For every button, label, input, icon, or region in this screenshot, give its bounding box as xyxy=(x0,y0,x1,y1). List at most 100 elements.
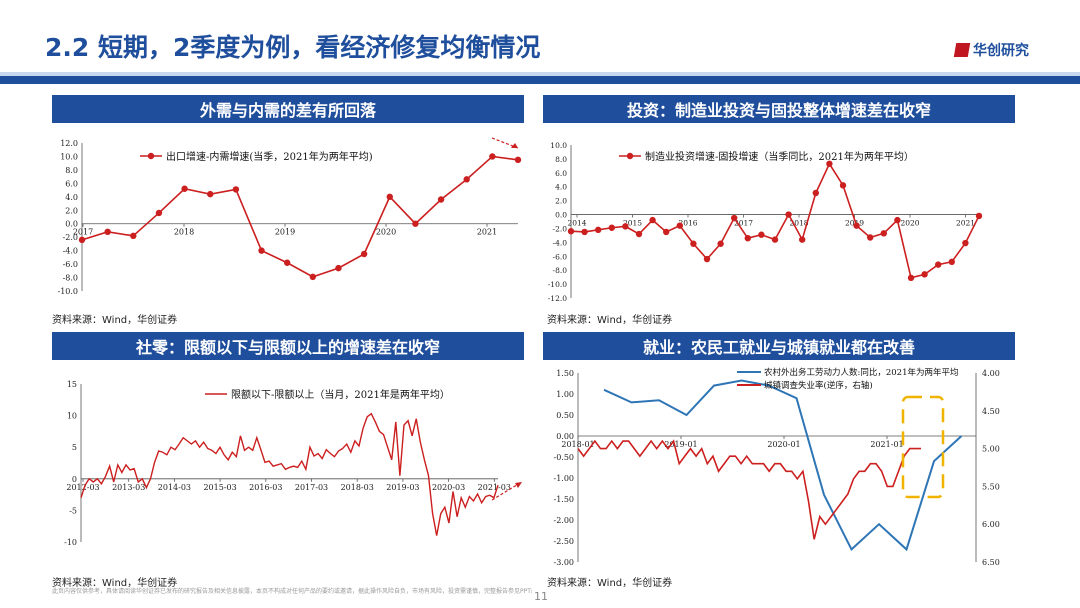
data-point xyxy=(812,189,819,197)
y-tick-label-left: 1.50 xyxy=(556,369,574,378)
data-point xyxy=(676,222,683,229)
data-point xyxy=(309,273,317,281)
y-tick-label: 2.0 xyxy=(555,197,567,206)
y-tick-label: 10 xyxy=(67,412,77,421)
x-tick-label: 2019 xyxy=(845,219,864,228)
trend-arrow xyxy=(491,482,521,501)
y-tick-label-left: -1.50 xyxy=(553,495,574,504)
legend-label: 限额以下-限额以上（当月，2021年是两年平均） xyxy=(231,388,450,401)
y-tick-label-left: -0.50 xyxy=(553,453,574,462)
data-point xyxy=(703,255,711,263)
x-tick-label: 2017 xyxy=(734,219,753,228)
x-tick-label: 2014-03 xyxy=(158,483,191,492)
y-tick-label: -10 xyxy=(64,538,77,547)
data-point xyxy=(948,258,955,266)
y-tick-label: -10.0 xyxy=(548,280,567,289)
x-tick-label: 2021 xyxy=(477,228,497,237)
source-2: 资料来源：Wind，华创证券 xyxy=(547,315,673,326)
y-tick-label: 10.0 xyxy=(60,152,78,161)
chart-3: 15 10 5 0 -5 -10 2012-03 2013-03 2014-03 2015-03 2… xyxy=(64,380,522,547)
chart-2: 10.0 8.0 6.0 4.0 2.0 0.0 -2.0 -4.0 -6.0 -8.0 -10.0… xyxy=(548,141,983,303)
logo-icon xyxy=(953,43,971,57)
y-tick-label: -4.0 xyxy=(63,247,78,256)
y-tick-label-right: 6.00 xyxy=(982,520,1000,529)
chart-1: 12.0 10.0 8.0 6.0 4.0 2.0 0.0 -2.0 -4.0 -6.0 -8.0 -… xyxy=(57,137,522,296)
data-point xyxy=(921,271,928,278)
y-tick-label: 0.0 xyxy=(65,220,78,229)
data-point xyxy=(608,224,615,231)
data-point xyxy=(717,240,724,247)
data-point xyxy=(758,231,765,238)
y-tick-label: 8.0 xyxy=(555,155,567,164)
legend-label: 出口增速-内需增速(当季，2021年为两年平均) xyxy=(166,150,373,163)
y-tick-label: 12.0 xyxy=(60,139,78,148)
data-point xyxy=(894,216,901,224)
data-point xyxy=(181,185,188,192)
header-bar xyxy=(0,76,1080,84)
y-tick-label-right: 4.50 xyxy=(982,407,1000,416)
y-tick-label: 4.0 xyxy=(65,193,78,202)
data-point xyxy=(595,226,602,234)
data-point xyxy=(907,274,915,282)
data-point xyxy=(962,239,969,247)
header-accent-line xyxy=(0,72,1080,76)
data-point xyxy=(207,190,214,198)
data-point xyxy=(622,223,629,230)
data-point xyxy=(437,196,445,203)
series-line-migrant xyxy=(603,379,963,552)
x-tick-label: 2015 xyxy=(623,219,642,228)
data-point xyxy=(232,186,240,193)
data-point xyxy=(258,247,265,254)
legend-marker xyxy=(147,152,155,160)
data-point xyxy=(581,228,588,236)
panel-3-title: 社零：限额以下与限额以上的增速差在收窄 xyxy=(52,332,524,360)
x-tick-label: 2018 xyxy=(789,219,808,228)
y-tick-label: -12.0 xyxy=(548,294,567,303)
x-tick-label: 2021-01 xyxy=(870,440,903,449)
series-line-unemployment xyxy=(577,439,921,540)
y-tick-label: -2.0 xyxy=(553,224,568,233)
legend-label: 制造业投资增速-固投增速（当季同比，2021年为两年平均） xyxy=(645,150,914,163)
data-point xyxy=(78,236,86,244)
panel-4-title: 就业：农民工就业与城镇就业都在改善 xyxy=(543,332,1015,360)
y-tick-label: 6.0 xyxy=(65,179,78,188)
data-point xyxy=(744,234,751,242)
logo-text: 华创研究 xyxy=(973,43,1029,59)
x-tick-label: 2016 xyxy=(678,219,697,228)
y-tick-label: -4.0 xyxy=(553,238,568,247)
data-point xyxy=(935,261,942,268)
x-tick-label: 2019 xyxy=(275,228,295,237)
data-point xyxy=(130,232,137,240)
x-tick-label: 2019-01 xyxy=(664,440,697,449)
y-tick-label: 15 xyxy=(67,380,77,389)
y-tick-label: -6.0 xyxy=(553,252,568,261)
trend-arrow-head xyxy=(511,143,518,148)
legend-label-migrant: 农村外出务工劳动力人数:同比，2021年为两年平均 xyxy=(764,367,959,378)
data-point xyxy=(104,228,111,235)
x-tick-label: 2020-01 xyxy=(767,440,800,449)
x-tick-label: 2012-03 xyxy=(66,483,99,492)
y-tick-label: 6.0 xyxy=(555,169,567,178)
x-tick-label: 2016-03 xyxy=(249,483,282,492)
page-title: 2.2 短期，2季度为例，看经济修复均衡情况 xyxy=(45,33,541,62)
chart-4: 1.50 1.00 0.50 0.00 -0.50 -1.00 -1.50 -2.00 -2.5… xyxy=(553,367,1000,567)
panel-1-title: 外需与内需的差有所回落 xyxy=(52,95,524,123)
x-tick-label: 2020-03 xyxy=(432,483,465,492)
data-point xyxy=(567,228,575,235)
y-tick-label: -10.0 xyxy=(57,287,78,296)
source-1: 资料来源：Wind，华创证券 xyxy=(52,315,178,326)
x-tick-label: 2019-03 xyxy=(386,483,419,492)
legend-label-unemployment: 城镇调查失业率(逆序，右轴) xyxy=(764,380,873,391)
data-point xyxy=(386,193,393,201)
y-tick-label-left: -2.00 xyxy=(553,516,574,525)
y-tick-label-right: 5.00 xyxy=(982,445,1000,454)
y-tick-label-left: -2.50 xyxy=(553,537,574,546)
y-tick-label: -6.0 xyxy=(63,260,78,269)
x-tick-label: 2021 xyxy=(956,219,975,228)
y-tick-label-right: 4.00 xyxy=(982,369,1000,378)
data-point xyxy=(155,209,163,217)
highlight-box xyxy=(901,395,945,499)
data-point xyxy=(731,214,738,222)
x-tick-label: 2021-03 xyxy=(478,483,511,492)
y-tick-label: 0 xyxy=(72,475,77,484)
